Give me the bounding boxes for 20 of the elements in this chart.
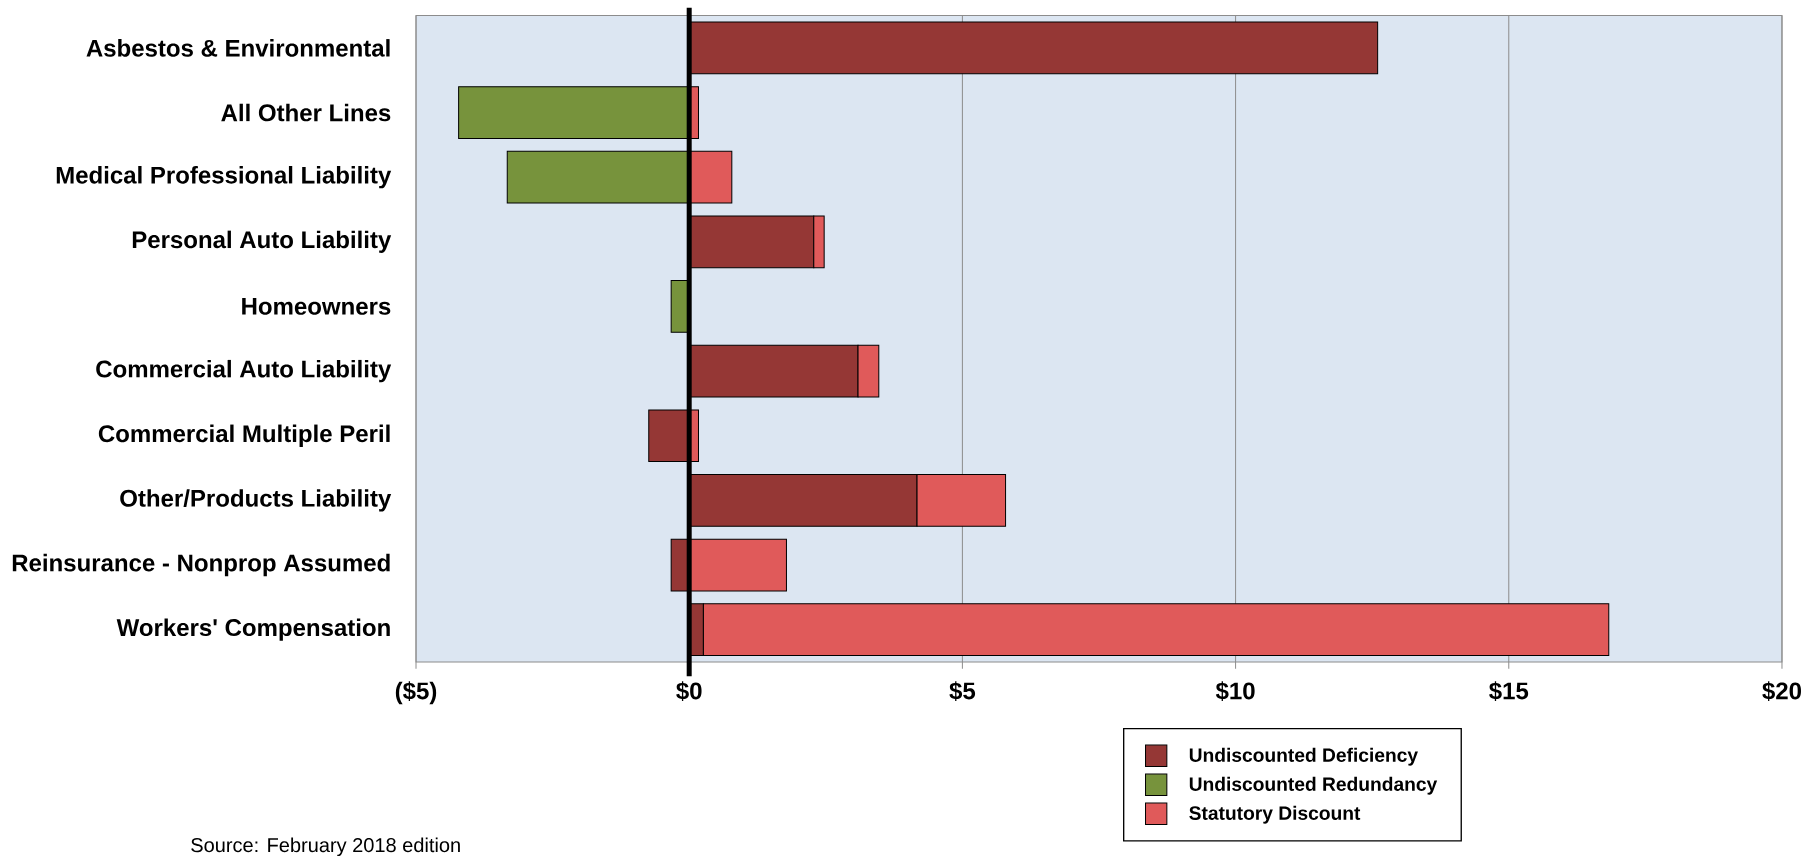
y-tick-label: Reinsurance - Nonprop Assumed: [12, 553, 390, 577]
y-tick-label: Workers' Compensation: [116, 618, 390, 641]
source-note: Source: February 2018 edition: [191, 837, 460, 857]
y-tick-label: Personal Auto Liability: [132, 230, 392, 254]
x-tick-label: $20: [1762, 681, 1801, 701]
y-tick-label: All Other Lines: [221, 103, 391, 122]
x-tick-label: $5: [949, 681, 976, 701]
x-tick-label: $0: [676, 681, 702, 701]
y-tick-label: Medical Professional Liability: [56, 166, 392, 189]
y-tick-label: Commercial Multiple Peril: [98, 424, 390, 447]
y-tick-label: Other/Products Liability: [120, 489, 392, 512]
y-tick-label: Commercial Auto Liability: [96, 359, 392, 383]
x-tick-label: $10: [1215, 681, 1255, 701]
x-tick-label: ($5): [395, 681, 437, 705]
legend-label: Undiscounted Deficiency: [1189, 747, 1418, 766]
y-tick-label: Asbestos & Environmental: [86, 39, 390, 57]
y-tick-label: Homeowners: [242, 298, 391, 315]
x-tick-label: $15: [1489, 681, 1529, 701]
legend-label: Undiscounted Redundancy: [1189, 776, 1438, 795]
legend-label: Statutory Discount: [1189, 805, 1361, 824]
